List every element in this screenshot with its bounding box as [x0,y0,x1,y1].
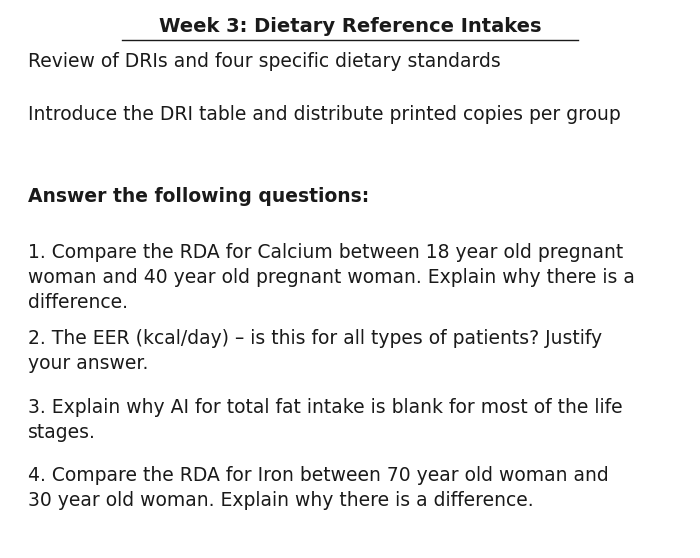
Text: 4. Compare the RDA for Iron between 70 year old woman and
30 year old woman. Exp: 4. Compare the RDA for Iron between 70 y… [28,466,609,510]
Text: Introduce the DRI table and distribute printed copies per group: Introduce the DRI table and distribute p… [28,105,621,124]
Text: Answer the following questions:: Answer the following questions: [28,187,370,206]
Text: Week 3: Dietary Reference Intakes: Week 3: Dietary Reference Intakes [159,17,541,36]
Text: Review of DRIs and four specific dietary standards: Review of DRIs and four specific dietary… [28,52,500,71]
Text: 3. Explain why AI for total fat intake is blank for most of the life
stages.: 3. Explain why AI for total fat intake i… [28,398,622,442]
Text: 1. Compare the RDA for Calcium between 18 year old pregnant
woman and 40 year ol: 1. Compare the RDA for Calcium between 1… [28,243,635,312]
Text: 2. The EER (kcal/day) – is this for all types of patients? Justify
your answer.: 2. The EER (kcal/day) – is this for all … [28,329,602,373]
